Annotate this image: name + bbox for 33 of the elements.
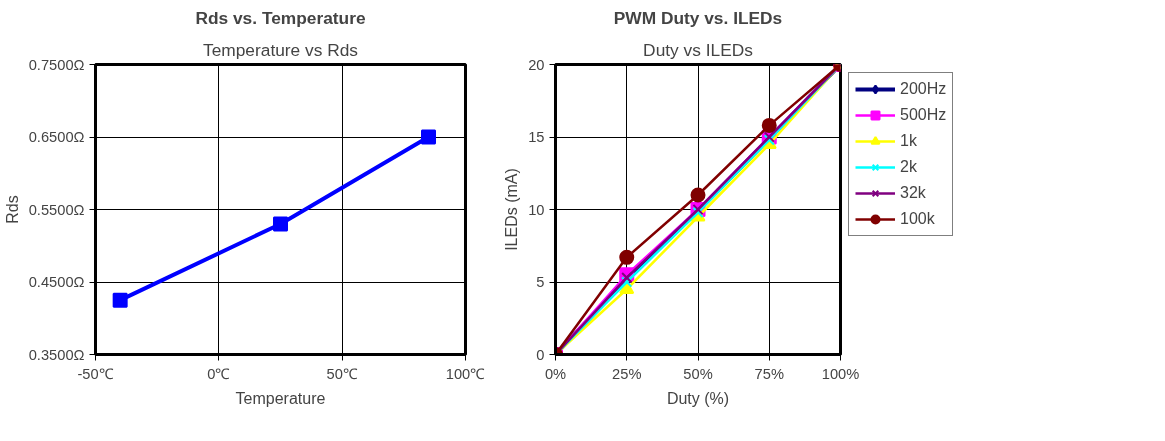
x-tick-label: 25% — [612, 365, 642, 382]
y-axis-title: ILEDs (mA) — [503, 168, 521, 251]
chart-title: Rds vs. Temperature — [195, 7, 366, 28]
x-tick-label: 50% — [683, 365, 713, 382]
x-tick-label: 75% — [754, 365, 784, 382]
legend-label: 1k — [900, 132, 918, 150]
chart-subtitle: Duty vs ILEDs — [643, 39, 754, 60]
y-tick-label: 5 — [536, 274, 545, 290]
legend-label: 2k — [900, 158, 918, 176]
chart-title: PWM Duty vs. ILEDs — [613, 7, 783, 28]
x-tick-label: 0℃ — [207, 365, 231, 382]
x-tick-label: 100% — [821, 365, 860, 382]
x-tick-label: 0% — [544, 365, 567, 382]
legend-label: 500Hz — [900, 106, 947, 124]
x-axis-title: Duty (%) — [666, 389, 730, 407]
y-tick-label: 0.4500Ω — [28, 274, 85, 290]
chart-subtitle: Temperature vs Rds — [202, 39, 359, 60]
x-tick-label: 100℃ — [445, 365, 486, 382]
legend-label: 200Hz — [900, 80, 947, 98]
legend-label: 100k — [900, 210, 936, 228]
y-tick-label: 10 — [528, 201, 545, 218]
y-tick-label: 0 — [536, 346, 545, 363]
y-tick-label: 20 — [528, 56, 545, 73]
x-tick-label: -50℃ — [77, 365, 114, 382]
y-axis-title: Rds — [3, 195, 21, 224]
y-tick-label: 0.3500Ω — [28, 346, 85, 363]
y-tick-label: 0.7500Ω — [28, 56, 85, 73]
legend-label: 32k — [900, 184, 927, 202]
y-tick-label: 0.6500Ω — [28, 129, 85, 145]
y-tick-label: 0.5500Ω — [28, 201, 85, 218]
y-tick-label: 15 — [528, 129, 545, 145]
x-tick-label: 50℃ — [326, 365, 358, 382]
x-axis-title: Temperature — [235, 389, 326, 407]
